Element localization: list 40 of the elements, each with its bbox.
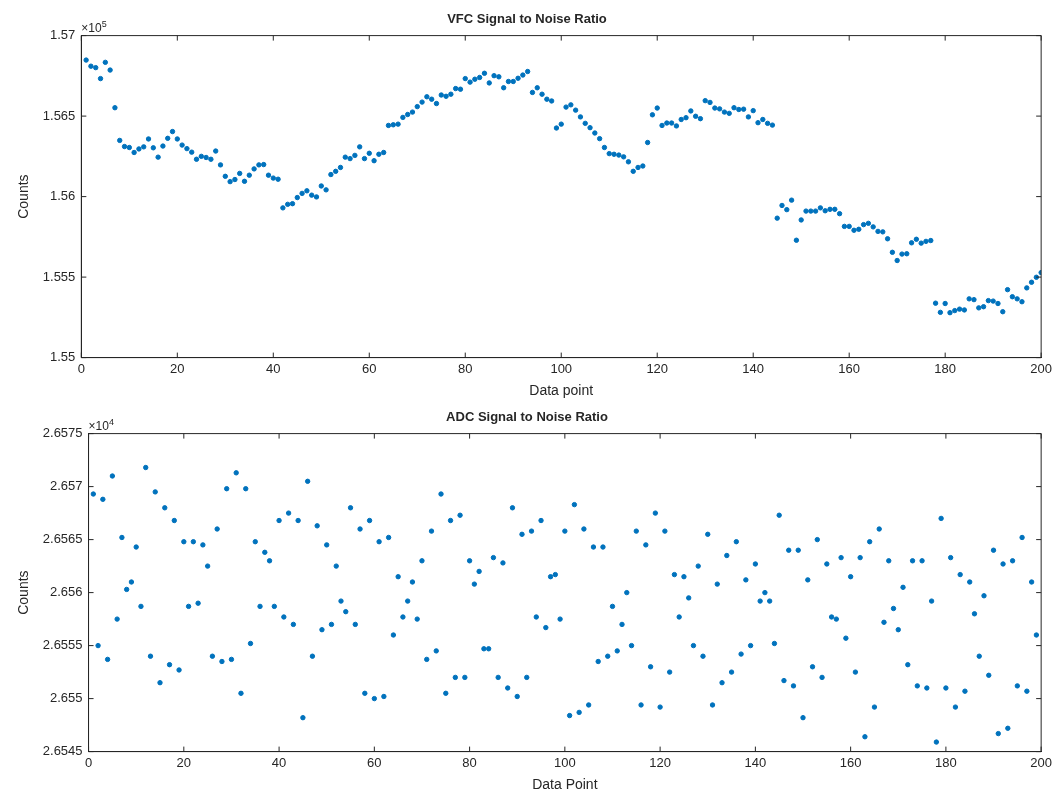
y-tick-label: 1.56 — [50, 188, 76, 204]
x-tick-label: 140 — [744, 754, 767, 770]
x-axis-title: Data point — [529, 382, 594, 399]
y-tick-label: 1.565 — [42, 107, 76, 123]
chart-title: VFC Signal to Noise Ratio — [447, 11, 607, 27]
x-tick-label: 20 — [176, 754, 192, 770]
x-axis-title: Data Point — [532, 776, 598, 793]
x-tick-label: 0 — [84, 754, 93, 770]
x-tick-label: 200 — [1030, 754, 1053, 770]
y-tick-label: 2.6575 — [42, 425, 83, 441]
x-tick-label: 120 — [649, 754, 671, 770]
y-tick-label: 1.555 — [42, 268, 76, 284]
x-tick-label: 180 — [934, 360, 957, 376]
y-tick-label: 2.6555 — [42, 637, 83, 653]
x-tick-label: 180 — [935, 754, 957, 770]
y-tick-label: 2.6565 — [42, 531, 83, 547]
x-tick-label: 100 — [550, 360, 573, 376]
x-tick-label: 20 — [170, 360, 185, 376]
x-tick-label: 140 — [742, 360, 765, 376]
x-tick-label: 40 — [271, 754, 287, 770]
x-tick-label: 40 — [266, 360, 281, 376]
y-tick-label: 1.57 — [50, 27, 76, 43]
y-axis-title: Counts — [15, 570, 32, 615]
x-tick-label: 200 — [1030, 360, 1053, 376]
y-tick-label: 2.6545 — [42, 743, 83, 759]
y-tick-label: 2.657 — [50, 478, 83, 494]
y-tick-label: 2.655 — [50, 690, 83, 706]
y-axis-title: Counts — [15, 174, 32, 219]
x-tick-label: 60 — [367, 754, 382, 770]
x-tick-label: 0 — [77, 360, 85, 376]
chart-title: ADC Signal to Noise Ratio — [446, 409, 608, 425]
y-tick-label: 2.656 — [50, 584, 83, 600]
x-tick-label: 160 — [839, 754, 862, 770]
x-tick-label: 60 — [362, 360, 377, 376]
y-tick-label: 1.55 — [50, 349, 76, 365]
x-tick-label: 80 — [462, 754, 477, 770]
x-tick-label: 120 — [646, 360, 669, 376]
x-tick-label: 80 — [458, 360, 473, 376]
x-tick-label: 160 — [838, 360, 861, 376]
x-tick-label: 100 — [554, 754, 576, 770]
